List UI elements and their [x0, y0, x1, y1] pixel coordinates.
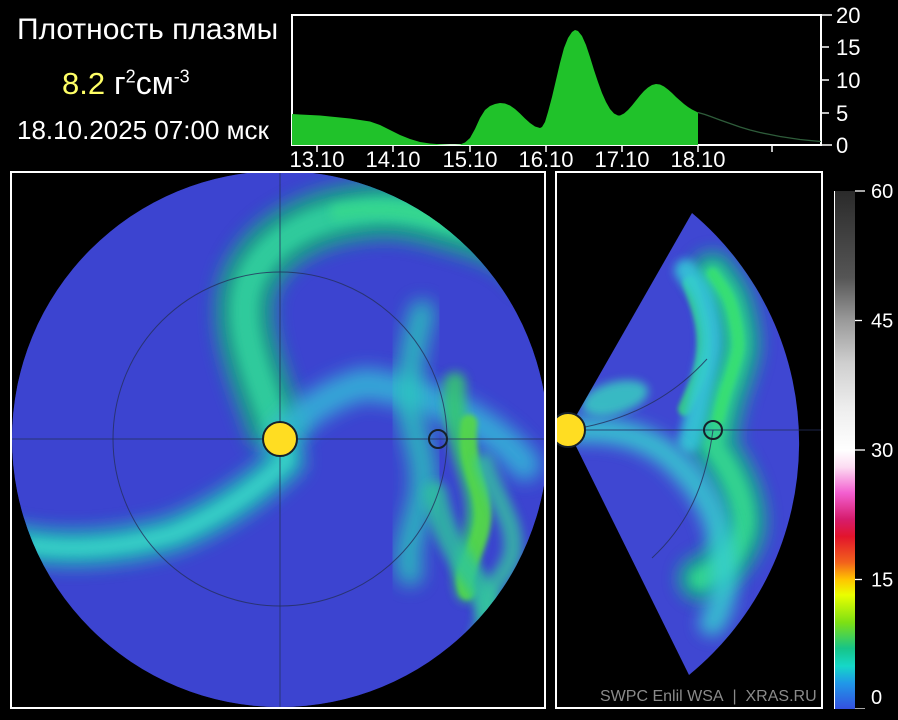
svg-text:16.10: 16.10	[518, 147, 573, 170]
svg-text:45: 45	[871, 311, 893, 333]
svg-text:20: 20	[836, 3, 860, 28]
svg-text:0: 0	[871, 687, 882, 709]
svg-text:15.10: 15.10	[442, 147, 497, 170]
svg-text:0: 0	[836, 133, 848, 158]
svg-text:10: 10	[836, 68, 860, 93]
svg-text:15: 15	[871, 570, 893, 592]
svg-text:17.10: 17.10	[594, 147, 649, 170]
svg-text:15: 15	[836, 35, 860, 60]
svg-text:13.10: 13.10	[289, 147, 344, 170]
svg-text:60: 60	[871, 181, 893, 203]
svg-text:18.10: 18.10	[670, 147, 725, 170]
svg-text:5: 5	[836, 101, 848, 126]
svg-text:30: 30	[871, 440, 893, 462]
svg-text:14.10: 14.10	[365, 147, 420, 170]
